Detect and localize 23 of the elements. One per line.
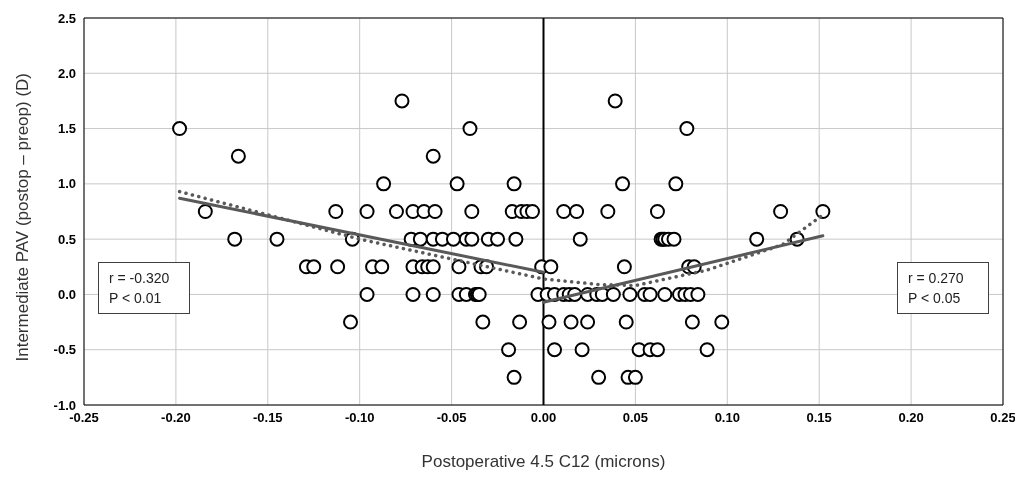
x-tick-label: -0.05	[436, 410, 467, 426]
annotation: r = 0.270 P < 0.05	[897, 261, 989, 314]
x-tick-label: -0.20	[161, 410, 191, 426]
y-axis-title: Intermediate PAV (postop – preop) (D)	[13, 72, 33, 362]
y-tick-label: 1.0	[57, 176, 76, 192]
y-tick-label: -0.5	[53, 342, 76, 358]
x-tick-label: 0.10	[714, 410, 740, 426]
y-tick-label: 2.5	[57, 10, 76, 26]
y-tick-label: 0.0	[57, 287, 76, 303]
x-tick-label: 0.20	[898, 410, 924, 426]
x-tick-label: 0.15	[806, 410, 832, 426]
y-tick-label: 1.5	[57, 121, 76, 137]
y-tick-label: 0.5	[57, 231, 76, 247]
y-tick-label: 2.0	[57, 65, 76, 81]
x-tick-label: 0.00	[530, 410, 557, 426]
x-tick-label: -0.10	[344, 410, 375, 426]
x-axis-title: Postoperative 4.5 C12 (microns)	[421, 452, 666, 471]
x-tick-label: 0.25	[990, 410, 1016, 426]
x-tick-label: 0.05	[622, 410, 649, 426]
x-tick-label: -0.25	[69, 410, 99, 426]
y-tick-label: -1.0	[53, 397, 76, 413]
annotation: r = -0.320 P < 0.01	[98, 261, 190, 314]
x-tick-label: -0.15	[252, 410, 283, 426]
